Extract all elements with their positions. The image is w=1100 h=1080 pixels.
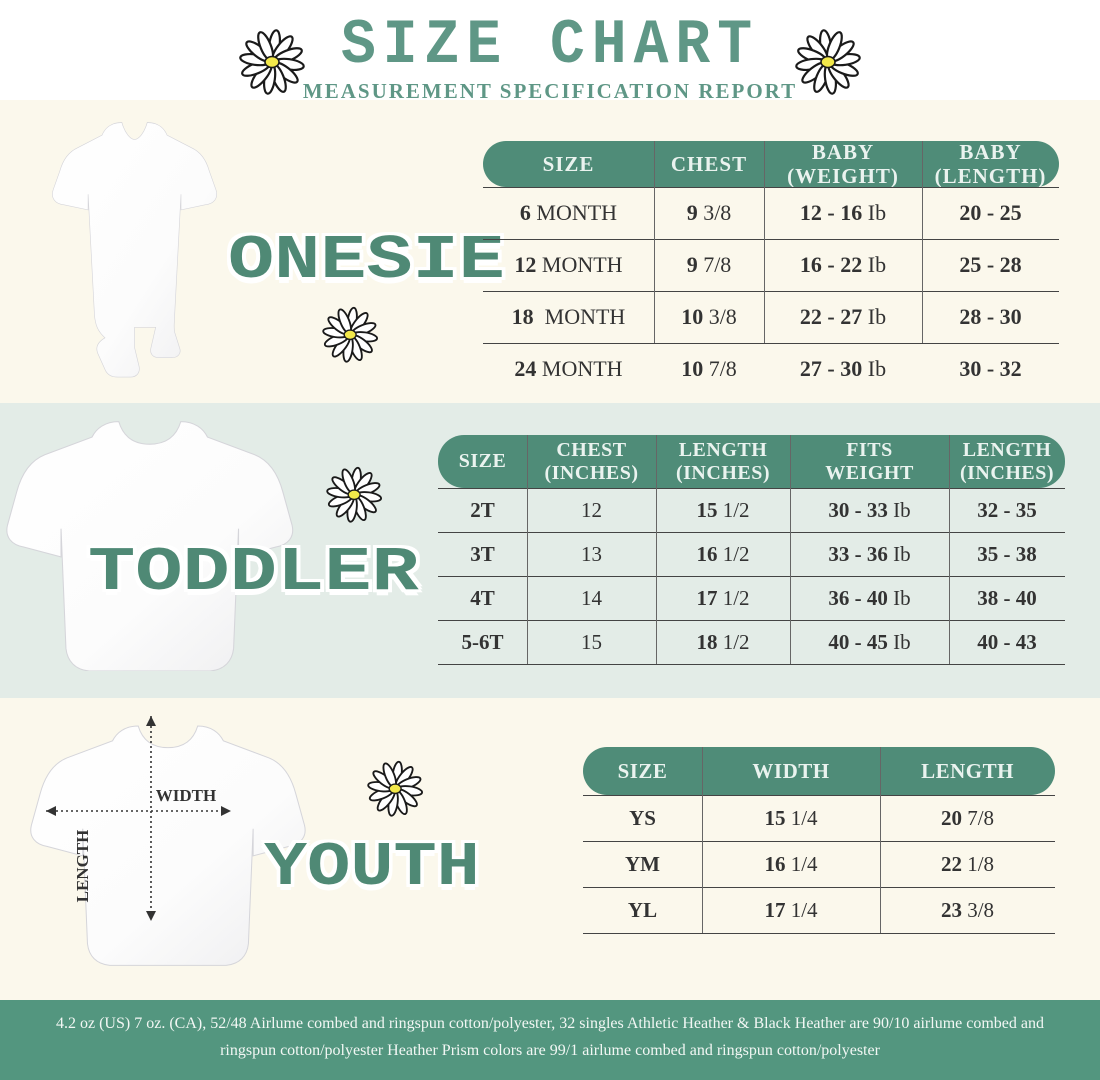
- svg-text:WIDTH: WIDTH: [156, 786, 216, 805]
- svg-text:LENGTH: LENGTH: [73, 830, 92, 903]
